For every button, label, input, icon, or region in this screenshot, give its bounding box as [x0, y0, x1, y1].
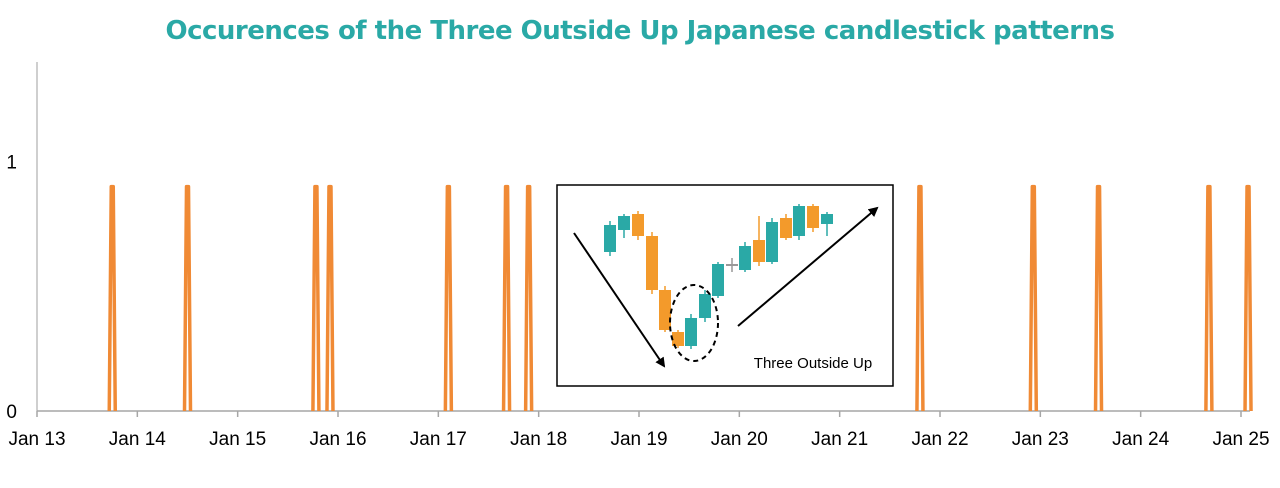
series-occurrences: [107, 184, 1253, 412]
x-tick-label: Jan 22: [911, 429, 968, 450]
occurrence-spike: [325, 184, 335, 412]
occurrence-spike: [523, 184, 534, 412]
x-tick-label: Jan 14: [109, 429, 166, 450]
x-tick-label: Jan 24: [1112, 429, 1169, 450]
occurrence-spike: [1093, 184, 1104, 412]
x-tick-label: Jan 23: [1012, 429, 1069, 450]
inset-pattern-highlight: [669, 284, 719, 362]
x-axis-ticks: Jan 13 Jan 14 Jan 15 Jan 16 Jan 17 Jan 18 Jan …: [8, 411, 1270, 450]
occurrence-spike: [443, 184, 454, 412]
occurrence-spike: [1243, 184, 1253, 412]
inset-candle-body: [726, 264, 738, 266]
x-tick-label: Jan 19: [610, 429, 667, 450]
inset-down-arrow: [573, 232, 666, 368]
y-axis-ticks: 01: [6, 153, 17, 423]
inset-candle-body: [604, 225, 616, 252]
inset-candle-body: [753, 240, 765, 262]
inset-candle-body: [821, 214, 833, 224]
inset-candle-body: [632, 214, 644, 236]
x-tick-label: Jan 21: [811, 429, 868, 450]
inset-candle-body: [739, 246, 751, 270]
occurrence-spike: [915, 184, 925, 412]
inset-candle-body: [659, 290, 671, 330]
chart-title: Occurences of the Three Outside Up Japan…: [165, 16, 1115, 46]
occurrence-spike: [311, 184, 321, 412]
inset-candle-body: [646, 236, 658, 290]
x-tick-label: Jan 17: [410, 429, 467, 450]
inset-candle-body: [618, 216, 630, 230]
inset-candle-body: [793, 206, 805, 236]
inset-caption: Three Outside Up: [754, 355, 872, 372]
occurrence-spike: [107, 184, 117, 412]
occurrence-spike: [182, 184, 193, 412]
inset-up-arrow: [737, 206, 879, 327]
occurrence-spike: [501, 184, 512, 412]
occurrence-spike: [1028, 184, 1039, 412]
axes: [36, 62, 1250, 412]
y-tick-label: 0: [6, 402, 17, 423]
x-tick-label: Jan 25: [1212, 429, 1269, 450]
inset-frame: [556, 184, 894, 387]
inset-candle-body: [685, 318, 697, 346]
inset-candle-body: [712, 264, 724, 296]
inset-candle-body: [780, 218, 792, 238]
occurrence-spike: [1204, 184, 1214, 412]
x-tick-label: Jan 20: [711, 429, 768, 450]
inset-candle-body: [699, 294, 711, 318]
inset-candle-body: [766, 222, 778, 262]
x-tick-label: Jan 16: [309, 429, 366, 450]
x-tick-label: Jan 13: [8, 429, 65, 450]
y-tick-label: 1: [6, 153, 17, 174]
inset-candle-body: [672, 332, 684, 346]
pattern-inset: Three Outside Up: [556, 184, 894, 387]
x-tick-label: Jan 18: [510, 429, 567, 450]
x-tick-label: Jan 15: [209, 429, 266, 450]
inset-candle-body: [807, 206, 819, 228]
